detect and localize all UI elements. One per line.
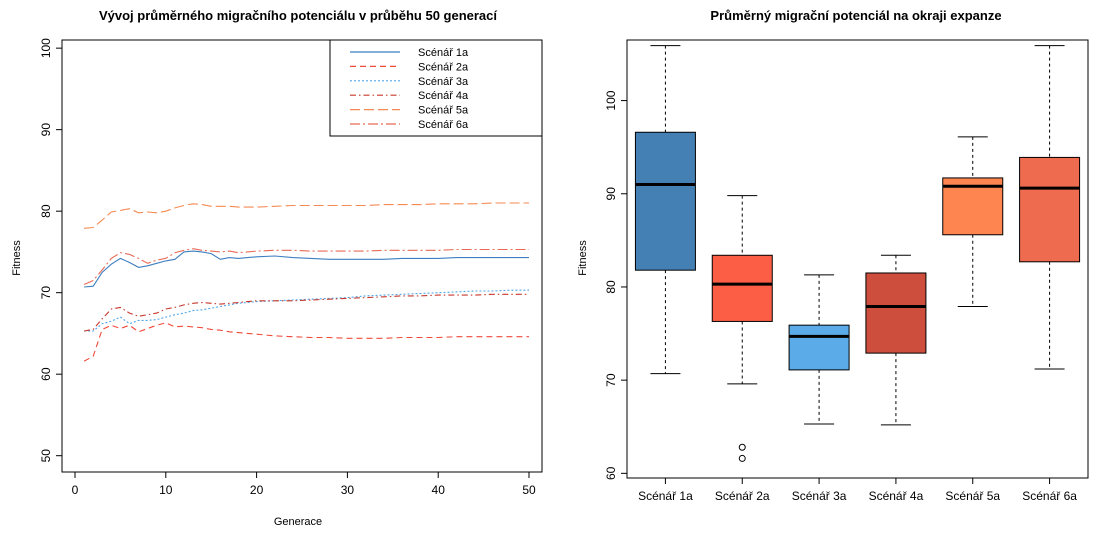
category-label: Scénář 4a (869, 489, 924, 503)
y-tick-label: 50 (39, 449, 53, 463)
x-tick-label: 20 (250, 483, 264, 497)
line-chart-xlabel: Generace (274, 516, 322, 528)
category-label: Scénář 3a (792, 489, 847, 503)
y-tick-label: 60 (604, 466, 618, 480)
category-label: Scénář 1a (638, 489, 693, 503)
box-iqr (634, 131, 696, 271)
y-tick-label: 100 (604, 90, 618, 110)
x-tick-label: 10 (159, 483, 173, 497)
y-tick-label: 70 (39, 286, 53, 300)
x-tick-label: 50 (522, 483, 536, 497)
box-chart: 60 70 80 90 100 Scénář 1a Scénář 2a Scénář 3a Sc… (604, 39, 1089, 503)
series-line-2 (83, 322, 529, 362)
y-tick-label: 70 (604, 373, 618, 387)
line-chart-ylabel: Fitness (11, 240, 23, 276)
y-tick-label: 60 (39, 367, 53, 381)
box-chart-title: Průměrný migrační potenciál na okraji ex… (710, 8, 1001, 23)
box-iqr (711, 254, 773, 322)
outlier-point (738, 443, 746, 451)
series-line-6 (83, 248, 529, 286)
x-tick-label: 0 (72, 483, 79, 497)
outlier-point (738, 454, 746, 462)
y-tick-label: 80 (39, 204, 53, 218)
line-chart-title: Vývoj průměrného migračního potenciálu v… (99, 8, 497, 23)
y-tick-label: 100 (39, 38, 53, 58)
legend-label-3: Scénář 3a (418, 76, 469, 88)
line-plot-frame (61, 39, 543, 473)
series-line-3 (84, 289, 529, 332)
legend-label-5: Scénář 5a (418, 105, 469, 117)
legend-label-1: Scénář 1a (418, 47, 469, 59)
box-plot-frame (626, 39, 1089, 479)
legend-label-6: Scénář 6a (418, 119, 469, 131)
box-iqr (1019, 156, 1081, 263)
category-label: Scénář 6a (1022, 489, 1077, 503)
category-label: Scénář 2a (715, 489, 770, 503)
line-chart: 0 10 20 30 40 50 50 60 70 80 90 100 Scénář 1a Scénář … (39, 38, 543, 497)
box-iqr (865, 272, 927, 354)
y-tick-label: 80 (604, 280, 618, 294)
x-tick-label: 40 (432, 483, 446, 497)
legend-label-2: Scénář 2a (418, 61, 469, 73)
y-tick-label: 90 (39, 123, 53, 137)
category-label: Scénář 5a (945, 489, 1000, 503)
series-line-4 (84, 293, 529, 332)
series-line-5 (84, 202, 529, 229)
box-iqr (788, 324, 850, 371)
box-chart-ylabel: Fitness (577, 240, 589, 276)
x-tick-label: 30 (341, 483, 355, 497)
y-tick-label: 90 (604, 187, 618, 201)
legend-box (329, 39, 543, 137)
legend-label-4: Scénář 4a (418, 90, 469, 102)
series-line-1 (84, 250, 529, 288)
